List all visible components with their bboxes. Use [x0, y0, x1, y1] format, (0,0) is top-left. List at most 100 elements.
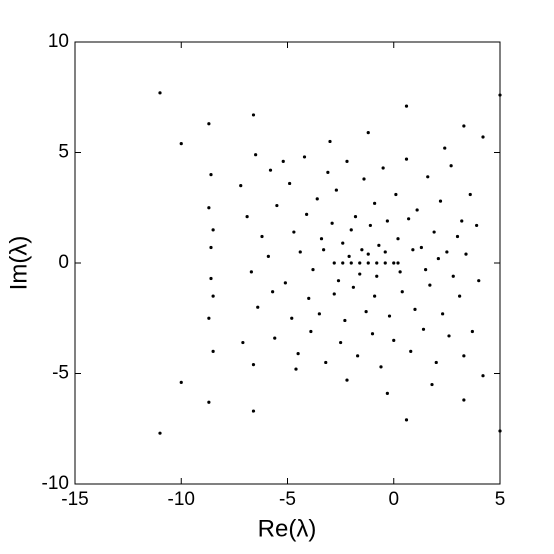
point — [317, 312, 321, 316]
point — [481, 135, 485, 139]
point — [341, 261, 345, 265]
point — [302, 155, 307, 159]
point — [462, 124, 466, 128]
point — [366, 131, 370, 135]
point — [404, 104, 409, 108]
point — [413, 307, 417, 312]
point — [392, 261, 396, 265]
point — [443, 146, 447, 150]
point — [411, 248, 415, 252]
point — [305, 212, 309, 216]
point — [251, 409, 256, 413]
y-tick-label: 0 — [58, 252, 69, 273]
point — [207, 316, 211, 320]
point — [368, 223, 372, 228]
point — [383, 261, 387, 265]
point — [377, 243, 381, 247]
point — [256, 305, 260, 309]
point — [324, 360, 328, 365]
point — [211, 294, 215, 298]
point — [298, 250, 302, 254]
point — [436, 256, 440, 261]
point — [366, 252, 370, 256]
point — [468, 192, 472, 197]
point — [396, 261, 400, 265]
point — [330, 221, 334, 225]
point — [373, 294, 377, 298]
point — [381, 166, 385, 170]
point — [296, 352, 300, 356]
point — [498, 93, 502, 97]
point — [211, 228, 215, 232]
point — [462, 398, 466, 402]
point — [400, 290, 404, 294]
point — [441, 312, 445, 316]
point — [375, 274, 379, 278]
point — [362, 177, 366, 181]
point — [404, 157, 409, 161]
point — [407, 217, 411, 221]
point — [273, 336, 277, 340]
point — [332, 261, 336, 265]
point — [266, 254, 270, 258]
point — [358, 272, 362, 276]
x-tick-label: -10 — [168, 489, 195, 510]
point — [332, 292, 336, 296]
point — [328, 139, 332, 144]
point — [349, 261, 353, 265]
point — [349, 228, 353, 232]
point — [315, 197, 319, 201]
point — [345, 378, 349, 382]
point — [209, 276, 213, 281]
point — [477, 279, 481, 283]
point — [351, 285, 355, 289]
point — [288, 181, 292, 186]
point — [260, 234, 264, 239]
point — [430, 382, 434, 387]
point — [434, 360, 438, 365]
point — [290, 316, 294, 320]
point — [356, 354, 360, 358]
point — [326, 170, 330, 174]
point — [445, 250, 449, 254]
point — [426, 175, 430, 179]
point — [249, 270, 253, 274]
point — [394, 192, 398, 197]
point — [385, 219, 389, 223]
point — [336, 279, 341, 283]
point — [158, 91, 162, 95]
point — [379, 365, 383, 369]
point — [251, 363, 256, 367]
point — [319, 237, 324, 241]
point — [419, 245, 423, 250]
x-tick-label: 5 — [495, 489, 506, 510]
y-tick-label: 10 — [48, 31, 69, 52]
point — [339, 340, 343, 345]
point — [211, 349, 215, 353]
point — [373, 201, 377, 205]
point — [370, 332, 375, 336]
point — [455, 234, 460, 239]
point — [428, 283, 432, 287]
point — [358, 261, 362, 265]
point — [241, 340, 245, 345]
point — [409, 349, 413, 353]
point — [498, 429, 502, 433]
point — [341, 241, 345, 245]
point — [209, 245, 213, 250]
point — [449, 164, 453, 168]
point — [375, 261, 379, 265]
point — [245, 214, 249, 219]
point — [366, 261, 370, 265]
point — [283, 281, 287, 285]
point — [334, 188, 338, 192]
point — [254, 153, 258, 157]
x-axis-label: Re(λ) — [258, 515, 317, 542]
y-tick-label: 5 — [58, 142, 69, 163]
point — [396, 237, 400, 241]
point — [207, 206, 211, 210]
point — [345, 159, 349, 163]
point — [294, 367, 298, 371]
